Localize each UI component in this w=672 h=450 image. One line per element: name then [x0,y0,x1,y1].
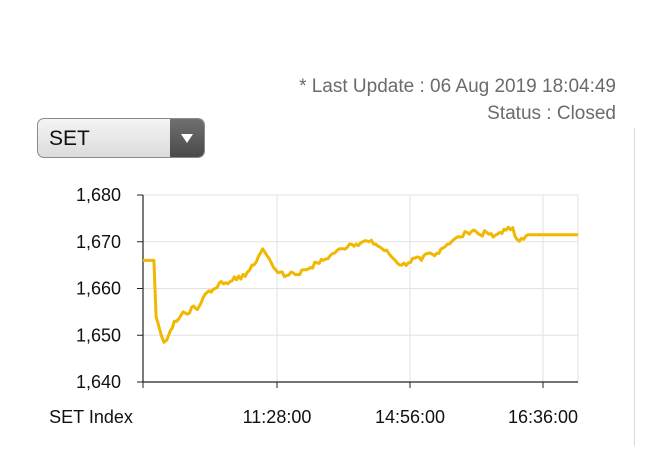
y-tick-label: 1,650 [76,325,121,345]
last-update-text: * Last Update : 06 Aug 2019 18:04:49 [299,76,616,97]
x-tick-label: 11:28:00 [243,407,312,427]
index-select[interactable]: SET [37,118,205,158]
market-status-text: Status : Closed [487,103,616,124]
x-tick-label: 14:56:00 [375,407,445,427]
y-tick-label: 1,660 [76,279,121,299]
set-index-series-line [143,225,578,344]
y-tick-label: 1,680 [76,185,121,205]
index-select-value: SET [49,127,90,150]
dropdown-arrow-icon[interactable] [170,119,204,157]
x-axis-series-label: SET Index [49,407,133,427]
y-tick-label: 1,640 [76,372,121,392]
y-tick-label: 1,670 [76,232,121,252]
x-tick-label: 16:36:00 [508,407,578,427]
panel-divider [634,128,635,446]
